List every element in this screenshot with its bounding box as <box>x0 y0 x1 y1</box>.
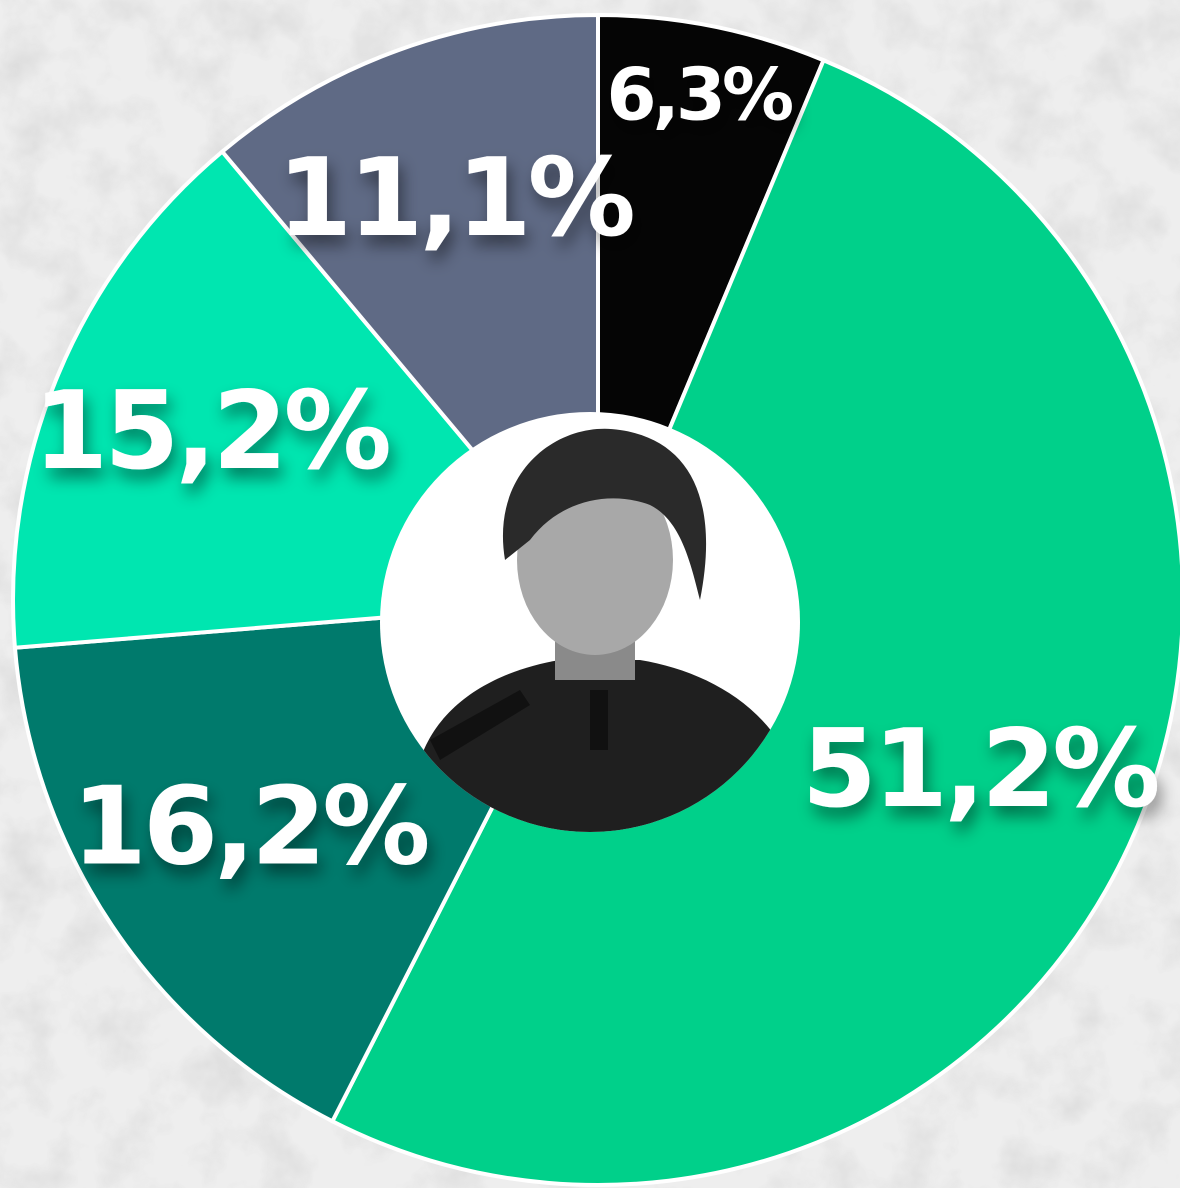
data-label: 15,2% <box>33 369 388 494</box>
data-label: 51,2% <box>802 707 1157 832</box>
portrait <box>410 428 800 832</box>
center-photo <box>380 412 800 832</box>
data-label: 16,2% <box>72 765 427 890</box>
data-label: 11,1% <box>277 136 632 261</box>
data-label: 6,3% <box>606 52 792 136</box>
labels: 6,3% 51,2% 16,2% 15,2% 11,1% <box>33 52 1161 890</box>
